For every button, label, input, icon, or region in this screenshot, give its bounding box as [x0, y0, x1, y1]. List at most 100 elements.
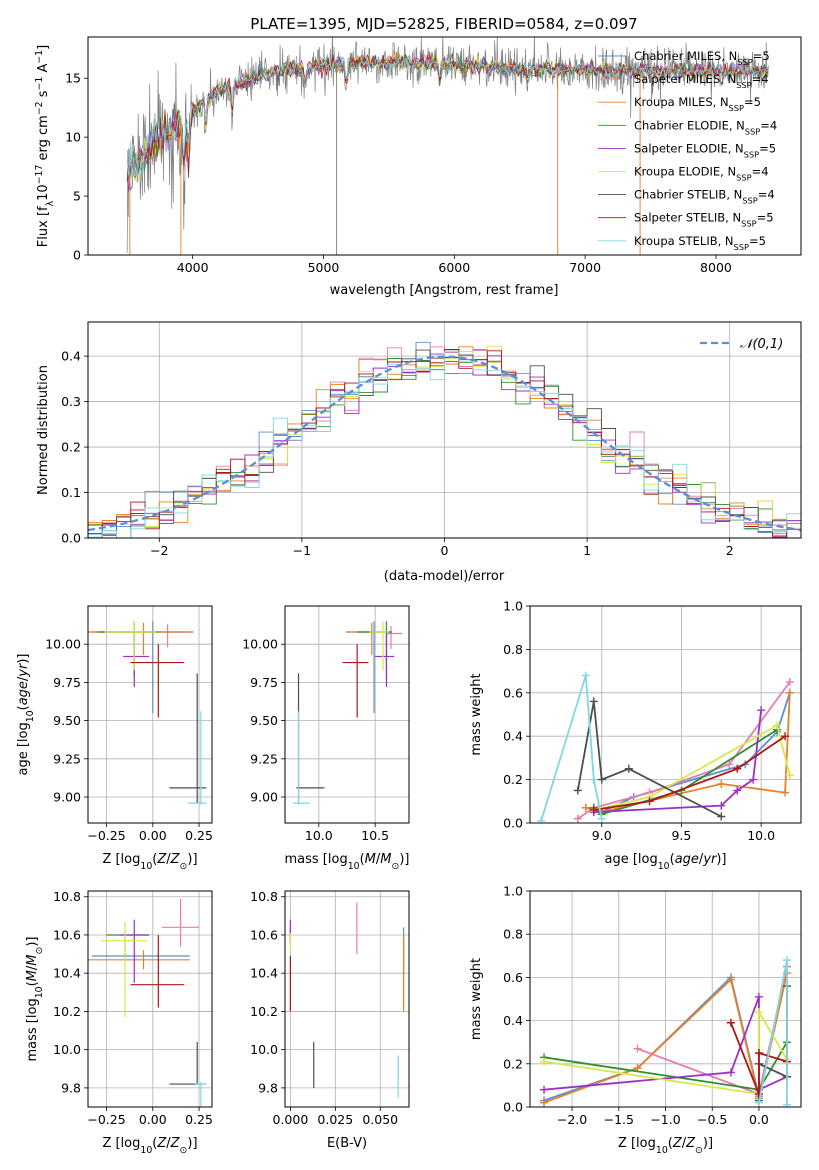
weight-marker-salpeter_elodie	[733, 786, 742, 795]
weight-line-kroupa_stelib	[540, 675, 603, 822]
weight-marker-kroupa_miles	[781, 788, 790, 797]
x-tick-label: 0.00	[139, 828, 167, 843]
x-tick-label: 10.0	[747, 828, 775, 843]
axes-frame	[284, 605, 410, 824]
plot-area	[540, 956, 791, 1107]
y-tick-label: 9.75	[53, 675, 81, 690]
y-tick-label: 10.6	[53, 927, 81, 942]
histogram-salpeter_stelib	[88, 349, 801, 538]
y-tick-label: 10.4	[53, 966, 81, 981]
y-tick-label: 0.6	[503, 685, 523, 700]
y-tick-label: 1.0	[503, 599, 523, 614]
y-tick-label: 1.0	[503, 884, 523, 899]
y-tick-label: 9.00	[53, 790, 81, 805]
y-tick-label: 0	[73, 248, 81, 263]
weight-marker-kroupa_stelib	[581, 671, 590, 680]
y-axis-label: mass [log10(M/M⊙)]	[25, 937, 45, 1062]
y-tick-label: 0.0	[503, 816, 523, 831]
panel-spectrum: 4000 5000 6000 7000 8000 0 5 10 15 wavelength [An…	[34, 36, 802, 298]
y-tick-label: 0.4	[61, 349, 81, 364]
weight-marker-kroupa_elodie	[540, 1057, 549, 1066]
weight-marker-salpeter_elodie	[749, 775, 758, 784]
weight-marker-kroupa_stelib	[589, 775, 598, 784]
weight-line-salpeter_stelib	[730, 1022, 788, 1095]
x-tick-label: 0.0	[749, 1112, 769, 1127]
y-tick-label: 10.4	[250, 966, 278, 981]
weight-marker-salpeter_stelib	[781, 732, 790, 741]
x-tick-label: −0.5	[697, 1112, 727, 1127]
plot-area	[537, 671, 794, 823]
x-tick-label: 6000	[438, 260, 470, 275]
model-kroupa_stelib	[126, 56, 768, 181]
plot-area	[88, 341, 801, 538]
y-tick-label: 5	[73, 189, 81, 204]
y-tick-label: 10.00	[242, 637, 278, 652]
weight-marker-kroupa_stelib	[782, 1100, 791, 1107]
weight-marker-kroupa_stelib	[782, 956, 791, 965]
y-tick-label: 10.2	[250, 1004, 278, 1019]
weight-line-salpeter_stelib	[593, 735, 786, 811]
plot-area	[126, 37, 769, 255]
legend-label: Chabrier MILES, NSSP=5	[634, 49, 770, 67]
weight-marker-salpeter_elodie	[757, 706, 766, 715]
x-tick-label: 0.025	[317, 1112, 353, 1127]
weight-marker-kroupa_stelib	[537, 816, 546, 823]
x-tick-label: −1	[293, 543, 311, 558]
weight-marker-salpeter_miles	[573, 814, 582, 823]
axes-frame	[87, 36, 802, 256]
x-axis-label: E(B-V)	[327, 1136, 367, 1151]
weight-marker-kroupa_miles	[785, 688, 794, 697]
weight-marker-salpeter_stelib	[645, 797, 654, 806]
x-tick-label: 0.050	[362, 1112, 398, 1127]
y-tick-label: 0.1	[61, 485, 81, 500]
y-axis-label: Normed distribution	[36, 365, 51, 495]
x-tick-label: −0.25	[87, 828, 125, 843]
weight-marker-kroupa_miles	[540, 1098, 549, 1107]
y-tick-label: 10.6	[250, 927, 278, 942]
weight-marker-chabrier_stelib	[597, 775, 606, 784]
weight-marker-kroupa_stelib	[754, 1098, 763, 1107]
x-tick-label: 0.25	[185, 828, 213, 843]
x-tick-label: 8000	[700, 260, 732, 275]
plot-area	[292, 621, 403, 805]
x-tick-label: 4000	[177, 260, 209, 275]
weight-marker-salpeter_miles	[725, 760, 734, 769]
panel-mass-vs-Z: −0.25 0.00 0.25 9.8 10.0 10.2 10.4 10.6 10.8 Z [l…	[25, 889, 213, 1155]
y-tick-label: 10.8	[53, 889, 81, 904]
weight-marker-chabrier_stelib	[624, 764, 633, 773]
y-tick-label: 0.2	[503, 772, 523, 787]
y-tick-label: 9.25	[53, 751, 81, 766]
y-axis-label: mass weight	[469, 673, 484, 755]
weight-marker-salpeter_miles	[633, 1044, 642, 1053]
y-tick-label: 0.6	[503, 970, 523, 985]
weight-marker-chabrier_stelib	[573, 786, 582, 795]
y-tick-label: 9.8	[61, 1080, 81, 1095]
y-tick-label: 0.3	[61, 394, 81, 409]
weight-marker-salpeter_miles	[785, 677, 794, 686]
weight-marker-salpeter_elodie	[726, 1068, 735, 1077]
weight-line-kroupa_elodie	[593, 724, 791, 811]
x-tick-label: 2	[726, 543, 734, 558]
x-tick-label: −1.0	[650, 1112, 680, 1127]
y-tick-label: 9.50	[250, 713, 278, 728]
plot-area	[289, 902, 405, 1098]
legend-label: Salpeter STELIB, NSSP=5	[634, 211, 774, 229]
legend-label: Kroupa STELIB, NSSP=5	[634, 234, 766, 252]
figure-title: PLATE=1395, MJD=52825, FIBERID=0584, z=0…	[250, 15, 637, 33]
x-axis-label: Z [log10(Z/Z⊙)]	[102, 852, 197, 872]
panel-weight-vs-Z: −2.0 −1.5 −1.0 −0.5 0.0 0.0 0.2 0.4 0.6 0.8 1.0 Z […	[469, 884, 802, 1156]
axes-frame	[87, 605, 213, 824]
x-tick-label: 0.000	[272, 1112, 308, 1127]
y-tick-label: 0.8	[503, 927, 523, 942]
panel-mass-vs-ebv: 0.000 0.025 0.050 9.8 10.0 10.2 10.4 10.6 10.8 E(…	[250, 889, 410, 1151]
weight-marker-kroupa_miles	[717, 779, 726, 788]
x-tick-label: 10.0	[305, 828, 333, 843]
y-tick-label: 15	[65, 71, 81, 86]
x-axis-label: (data-model)/error	[384, 569, 505, 584]
panel-age-vs-Z: −0.25 0.00 0.25 9.00 9.25 9.50 9.75 10.00 Z [log…	[16, 605, 213, 872]
x-tick-label: 7000	[569, 260, 601, 275]
weight-marker-salpeter_elodie	[717, 801, 726, 810]
plot-area	[88, 898, 207, 1107]
weight-marker-chabrier_stelib	[717, 812, 726, 821]
y-tick-label: 9.50	[53, 713, 81, 728]
